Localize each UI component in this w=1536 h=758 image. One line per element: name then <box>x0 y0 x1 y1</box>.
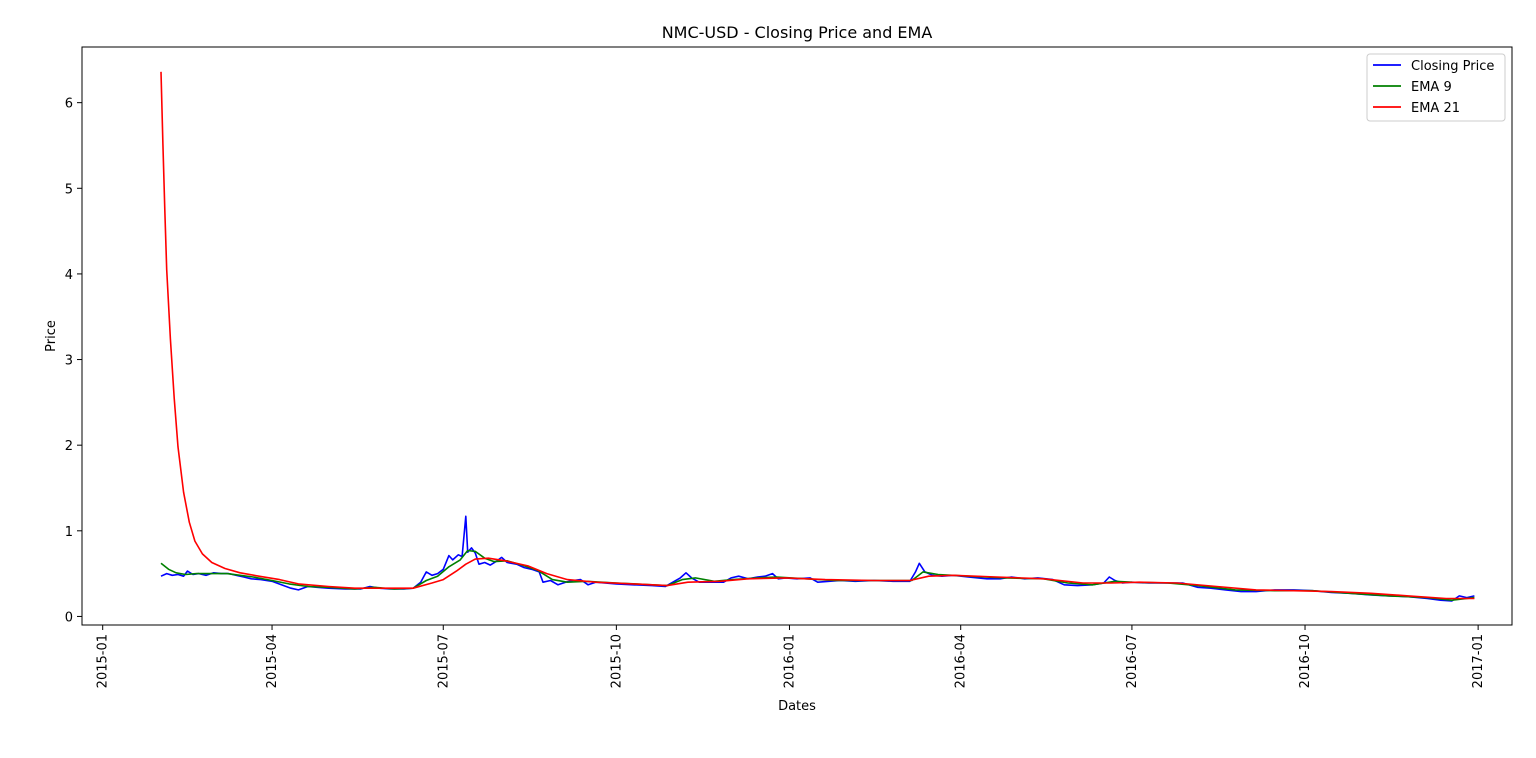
legend-label-3: EMA 21 <box>1411 101 1460 116</box>
x-axis: 2015-01 2015-04 2015-07 2015-10 2016-01 2016-… <box>96 625 1486 688</box>
legend-label-1: Closing Price <box>1411 59 1494 74</box>
x-tick-label: 2015-10 <box>609 634 624 688</box>
x-tick-label: 2016-04 <box>954 634 969 688</box>
legend: Closing Price EMA 9 EMA 21 <box>1366 53 1506 122</box>
x-tick-label: 2016-10 <box>1298 634 1313 688</box>
y-axis: 0 1 2 3 4 5 6 <box>65 97 82 625</box>
legend-label-2: EMA 9 <box>1411 80 1452 95</box>
series-line-2 <box>160 549 1475 601</box>
legend-frame <box>1366 53 1506 122</box>
y-tick-label: 4 <box>65 268 73 283</box>
plot-area-frame <box>81 46 1513 626</box>
x-tick-label: 2015-01 <box>96 634 111 688</box>
y-tick-label: 6 <box>65 97 73 112</box>
x-tick-label: 2016-01 <box>783 634 798 688</box>
y-tick-label: 5 <box>65 182 73 197</box>
x-tick-label: 2015-04 <box>265 634 280 688</box>
y-tick-label: 2 <box>65 439 73 454</box>
series-layer <box>160 71 1475 602</box>
x-axis-label: Dates <box>778 699 816 714</box>
y-tick-label: 0 <box>65 610 73 625</box>
chart-title: NMC-USD - Closing Price and EMA <box>662 23 933 42</box>
y-axis-label: Price <box>44 320 59 352</box>
x-tick-label: 2016-07 <box>1125 634 1140 688</box>
y-tick-label: 1 <box>65 525 73 540</box>
x-tick-label: 2017-01 <box>1471 634 1486 688</box>
y-tick-label: 3 <box>65 354 73 369</box>
x-tick-label: 2015-07 <box>436 634 451 688</box>
series-line-3 <box>160 71 1475 600</box>
